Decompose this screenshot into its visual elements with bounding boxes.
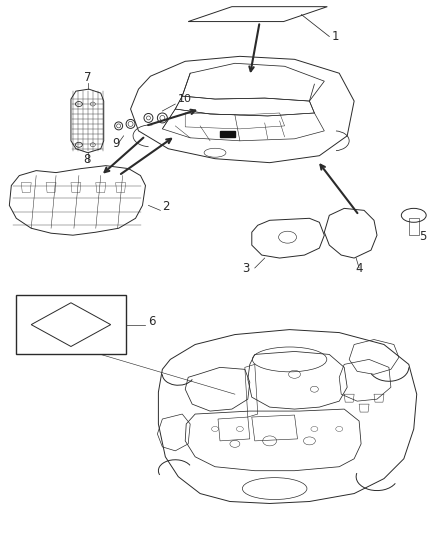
Polygon shape <box>220 131 235 137</box>
Text: 1: 1 <box>331 30 339 43</box>
Text: 10: 10 <box>178 94 192 104</box>
Text: 4: 4 <box>355 262 363 275</box>
Text: 3: 3 <box>242 262 249 275</box>
Text: 8: 8 <box>83 152 90 166</box>
Text: 7: 7 <box>84 71 92 84</box>
Text: 5: 5 <box>419 230 426 243</box>
Text: 6: 6 <box>148 314 156 328</box>
Text: 2: 2 <box>162 200 170 213</box>
Text: 9: 9 <box>113 137 120 150</box>
